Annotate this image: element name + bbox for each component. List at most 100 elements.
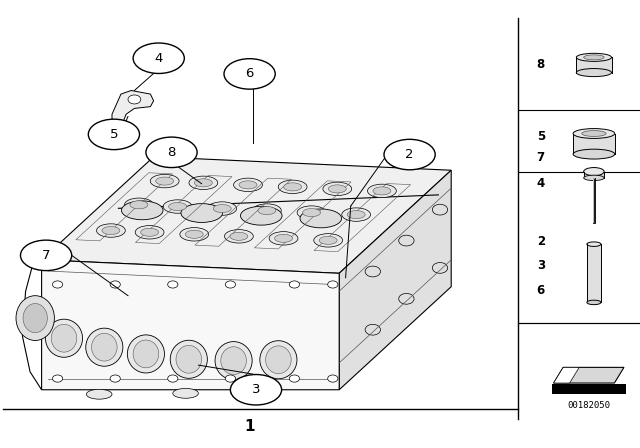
Ellipse shape <box>582 130 606 136</box>
Polygon shape <box>42 260 339 390</box>
Ellipse shape <box>195 179 212 187</box>
Ellipse shape <box>260 340 297 379</box>
Circle shape <box>52 375 63 382</box>
Ellipse shape <box>284 183 301 191</box>
Ellipse shape <box>189 176 218 190</box>
Ellipse shape <box>180 228 209 241</box>
Ellipse shape <box>241 206 282 225</box>
Ellipse shape <box>97 224 125 237</box>
Text: 2: 2 <box>537 234 545 248</box>
Ellipse shape <box>230 232 248 240</box>
Ellipse shape <box>141 228 159 237</box>
Text: 1: 1 <box>244 419 255 434</box>
Text: 7: 7 <box>42 249 51 262</box>
Ellipse shape <box>176 345 202 373</box>
Text: 5: 5 <box>109 128 118 141</box>
Ellipse shape <box>275 234 292 242</box>
Ellipse shape <box>146 137 197 168</box>
Ellipse shape <box>125 198 154 211</box>
Ellipse shape <box>16 296 54 340</box>
Circle shape <box>289 281 300 288</box>
Polygon shape <box>339 170 451 390</box>
Ellipse shape <box>169 202 187 211</box>
Ellipse shape <box>573 129 615 138</box>
Text: 2: 2 <box>405 148 414 161</box>
Ellipse shape <box>170 340 207 378</box>
Circle shape <box>365 266 380 277</box>
Text: 5: 5 <box>537 130 545 143</box>
Ellipse shape <box>156 177 173 185</box>
Ellipse shape <box>23 304 47 332</box>
Bar <box>584 172 604 178</box>
Text: 00182050: 00182050 <box>567 401 611 410</box>
Circle shape <box>289 375 300 382</box>
Ellipse shape <box>587 300 601 305</box>
Circle shape <box>328 375 338 382</box>
Ellipse shape <box>163 200 192 213</box>
Text: 6: 6 <box>245 67 254 81</box>
Ellipse shape <box>584 168 604 176</box>
Text: 7: 7 <box>537 151 545 164</box>
Ellipse shape <box>208 202 237 215</box>
Ellipse shape <box>213 204 231 213</box>
Circle shape <box>128 95 141 104</box>
Ellipse shape <box>133 340 159 368</box>
Bar <box>587 244 601 302</box>
Ellipse shape <box>234 178 262 192</box>
Ellipse shape <box>186 230 204 238</box>
Ellipse shape <box>102 227 120 235</box>
Ellipse shape <box>266 346 291 374</box>
Ellipse shape <box>133 43 184 73</box>
Ellipse shape <box>328 185 346 193</box>
Polygon shape <box>112 90 154 123</box>
Ellipse shape <box>122 201 163 220</box>
Ellipse shape <box>230 387 256 397</box>
Text: 3: 3 <box>537 259 545 272</box>
Ellipse shape <box>342 208 371 221</box>
Ellipse shape <box>225 229 253 243</box>
Ellipse shape <box>86 328 123 366</box>
Text: 6: 6 <box>537 284 545 297</box>
Ellipse shape <box>230 375 282 405</box>
Ellipse shape <box>584 55 604 60</box>
Ellipse shape <box>577 69 612 77</box>
Ellipse shape <box>314 234 342 247</box>
Ellipse shape <box>323 182 352 196</box>
Ellipse shape <box>221 347 246 375</box>
Ellipse shape <box>92 333 117 361</box>
Circle shape <box>225 281 236 288</box>
Ellipse shape <box>373 187 391 195</box>
Ellipse shape <box>215 341 252 380</box>
Circle shape <box>110 281 120 288</box>
Circle shape <box>168 375 178 382</box>
Ellipse shape <box>150 174 179 188</box>
Ellipse shape <box>173 388 198 398</box>
Circle shape <box>433 263 448 273</box>
Ellipse shape <box>319 236 337 245</box>
Circle shape <box>433 204 448 215</box>
Text: 8: 8 <box>537 58 545 72</box>
Ellipse shape <box>384 139 435 170</box>
Circle shape <box>225 375 236 382</box>
Ellipse shape <box>303 208 321 216</box>
Circle shape <box>399 235 414 246</box>
Circle shape <box>110 375 120 382</box>
Ellipse shape <box>278 180 307 194</box>
Ellipse shape <box>584 175 604 181</box>
Text: 4: 4 <box>537 177 545 190</box>
Ellipse shape <box>86 389 112 399</box>
Polygon shape <box>42 157 451 273</box>
Ellipse shape <box>252 204 282 217</box>
Polygon shape <box>554 367 579 383</box>
Polygon shape <box>554 367 624 383</box>
Ellipse shape <box>181 203 223 222</box>
Ellipse shape <box>269 232 298 245</box>
Text: 3: 3 <box>252 383 260 396</box>
Bar <box>552 384 626 394</box>
Ellipse shape <box>587 242 601 246</box>
Bar <box>577 58 612 73</box>
Text: 8: 8 <box>167 146 176 159</box>
Circle shape <box>168 281 178 288</box>
Ellipse shape <box>130 201 148 209</box>
Ellipse shape <box>297 206 326 219</box>
